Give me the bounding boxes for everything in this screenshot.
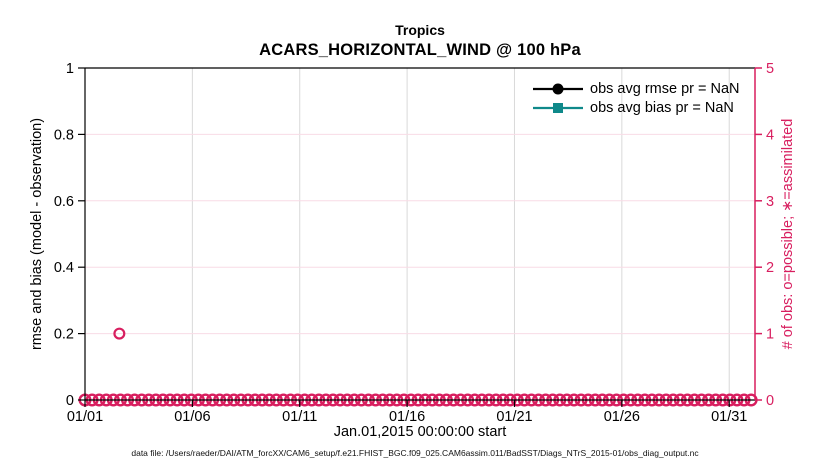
legend-label-rmse: obs avg rmse pr = NaN [590,80,740,97]
x-tick-label: 01/21 [496,409,532,425]
x-tick-label: 01/06 [174,409,210,425]
legend-item-rmse: obs avg rmse pr = NaN [532,79,740,98]
right-tick-label: 0 [766,393,774,409]
right-tick-label: 5 [766,61,774,77]
left-tick-label: 0.4 [54,260,74,276]
x-tick-label: 01/11 [282,409,317,425]
right-tick-label: 2 [766,260,774,276]
legend-item-bias: obs avg bias pr = NaN [532,98,740,117]
x-tick-label: 01/01 [67,409,103,425]
left-tick-label: 1 [66,61,74,77]
right-tick-label: 1 [766,327,774,343]
obs-count-point [113,327,126,340]
right-tick-label: 3 [766,194,774,210]
x-tick-label: 01/31 [711,409,747,425]
x-axis-label: Jan.01,2015 00:00:00 start [333,424,507,440]
chart-subtitle: ACARS_HORIZONTAL_WIND @ 100 hPa [259,40,581,59]
data-file-caption: data file: /Users/raeder/DAI/ATM_forcXX/… [131,448,699,458]
left-tick-label: 0.8 [54,127,74,143]
legend-swatch-bias-square-icon [533,102,583,113]
left-tick-label: 0 [66,393,74,409]
right-tick-label: 4 [766,127,774,143]
legend: obs avg rmse pr = NaN obs avg bias pr = … [532,79,740,117]
left-tick-label: 0.6 [54,194,74,210]
left-tick-label: 0.2 [54,327,74,343]
legend-swatch-rmse-circle-icon [533,83,583,94]
x-tick-label: 01/16 [389,409,425,425]
right-axis-label: # of obs: o=possible; ∗=assimilated [780,118,796,350]
legend-label-bias: obs avg bias pr = NaN [590,99,734,116]
title-block: Tropics ACARS_HORIZONTAL_WIND @ 100 hPa [85,22,755,60]
left-axis-label: rmse and bias (model - observation) [29,117,45,351]
chart-title: Tropics [395,22,445,38]
x-tick-label: 01/26 [604,409,640,425]
